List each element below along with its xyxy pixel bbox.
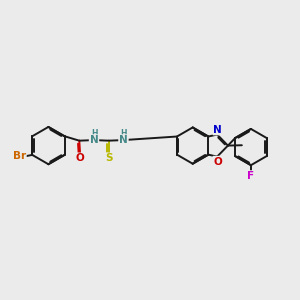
Text: O: O	[213, 157, 222, 166]
Text: N: N	[213, 124, 222, 134]
Text: S: S	[105, 153, 112, 163]
Text: N: N	[90, 135, 98, 145]
Text: N: N	[119, 135, 128, 145]
Text: H: H	[91, 129, 97, 138]
Text: H: H	[120, 129, 127, 138]
Text: Br: Br	[13, 152, 26, 161]
Text: F: F	[247, 171, 254, 181]
Text: O: O	[76, 153, 85, 163]
